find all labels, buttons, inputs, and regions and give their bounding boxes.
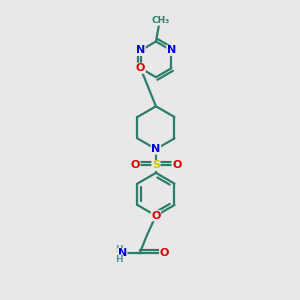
Text: CH₃: CH₃: [151, 16, 169, 25]
Text: S: S: [152, 160, 160, 170]
Text: N: N: [136, 45, 145, 56]
Text: O: O: [151, 211, 160, 221]
Text: N: N: [118, 248, 127, 258]
Text: H: H: [115, 255, 123, 264]
Text: N: N: [167, 45, 176, 56]
Text: N: N: [151, 144, 160, 154]
Text: O: O: [172, 160, 182, 170]
Text: H: H: [115, 245, 123, 254]
Text: O: O: [136, 63, 145, 73]
Text: O: O: [160, 248, 169, 258]
Text: O: O: [130, 160, 140, 170]
